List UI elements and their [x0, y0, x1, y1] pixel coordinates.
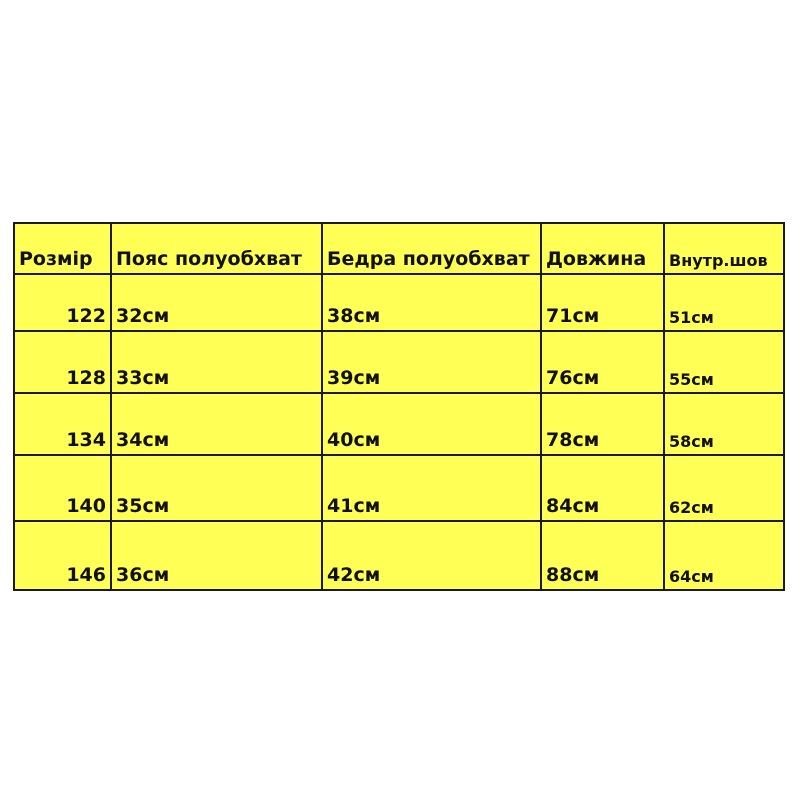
table-row: 134 34см 40см 78см 58см: [13, 392, 785, 456]
table-row: 146 36см 42см 88см 64см: [13, 520, 785, 591]
cell-inseam: 51см: [663, 273, 785, 332]
cell-waist: 36см: [110, 520, 323, 591]
cell-inseam: 64см: [663, 520, 785, 591]
cell-waist: 34см: [110, 392, 323, 456]
cell-inseam: 55см: [663, 330, 785, 394]
cell-length: 71см: [540, 273, 665, 332]
cell-waist: 35см: [110, 454, 323, 522]
header-length: Довжина: [540, 222, 665, 275]
cell-size: 146: [13, 520, 112, 591]
cell-length: 76см: [540, 330, 665, 394]
header-waist: Пояс полуобхват: [110, 222, 323, 275]
cell-hips: 40см: [321, 392, 542, 456]
cell-size: 128: [13, 330, 112, 394]
cell-hips: 39см: [321, 330, 542, 394]
cell-inseam: 62см: [663, 454, 785, 522]
cell-hips: 41см: [321, 454, 542, 522]
table-row: 122 32см 38см 71см 51см: [13, 273, 785, 332]
cell-size: 122: [13, 273, 112, 332]
size-chart-table: Розмір Пояс полуобхват Бедра полуобхват …: [13, 222, 785, 591]
cell-length: 78см: [540, 392, 665, 456]
cell-size: 140: [13, 454, 112, 522]
table-row: 128 33см 39см 76см 55см: [13, 330, 785, 394]
header-size: Розмір: [13, 222, 112, 275]
table-row: 140 35см 41см 84см 62см: [13, 454, 785, 522]
cell-length: 88см: [540, 520, 665, 591]
header-hips: Бедра полуобхват: [321, 222, 542, 275]
cell-inseam: 58см: [663, 392, 785, 456]
cell-waist: 32см: [110, 273, 323, 332]
cell-hips: 42см: [321, 520, 542, 591]
cell-waist: 33см: [110, 330, 323, 394]
cell-length: 84см: [540, 454, 665, 522]
header-row: Розмір Пояс полуобхват Бедра полуобхват …: [13, 222, 785, 275]
cell-hips: 38см: [321, 273, 542, 332]
header-inseam: Внутр.шов: [663, 222, 785, 275]
cell-size: 134: [13, 392, 112, 456]
